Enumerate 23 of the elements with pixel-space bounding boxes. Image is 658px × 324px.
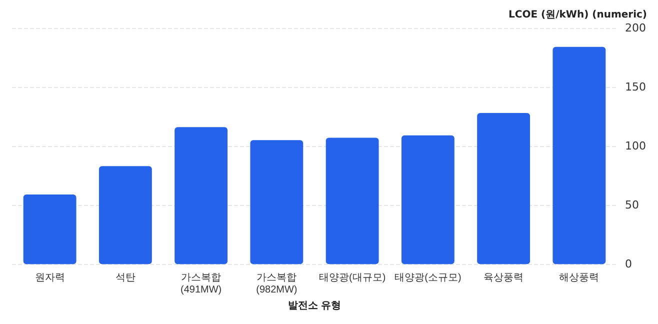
bar <box>23 194 76 264</box>
x-tick-label: 가스복합(491MW) <box>180 272 222 296</box>
x-tick-label: 석탄 <box>115 272 136 284</box>
x-axis-title: 발전소 유형 <box>288 300 342 312</box>
bar <box>552 46 606 264</box>
x-tick-label: 해상풍력 <box>559 272 600 284</box>
x-tick-label: 가스복합(982MW) <box>256 272 298 296</box>
bar <box>326 138 379 264</box>
y-tick-label: 150 <box>625 80 646 94</box>
x-tick-label: 태양광(대규모) <box>318 272 386 284</box>
y-tick-label: 200 <box>625 22 646 34</box>
bar <box>401 135 454 264</box>
y-tick-label: 0 <box>625 258 632 271</box>
y-tick-label: 50 <box>625 198 639 212</box>
x-tick-label: 태양광(소규모) <box>394 272 462 284</box>
x-tick-label: 육상풍력 <box>484 272 524 284</box>
y-tick-label: 100 <box>625 140 646 153</box>
bar <box>174 127 228 264</box>
bar <box>98 166 152 264</box>
x-tick-label: 원자력 <box>34 272 65 284</box>
bar <box>477 112 530 264</box>
y-axis-title: LCOE (원/kWh) (numeric) <box>508 10 647 20</box>
bar <box>250 140 304 264</box>
